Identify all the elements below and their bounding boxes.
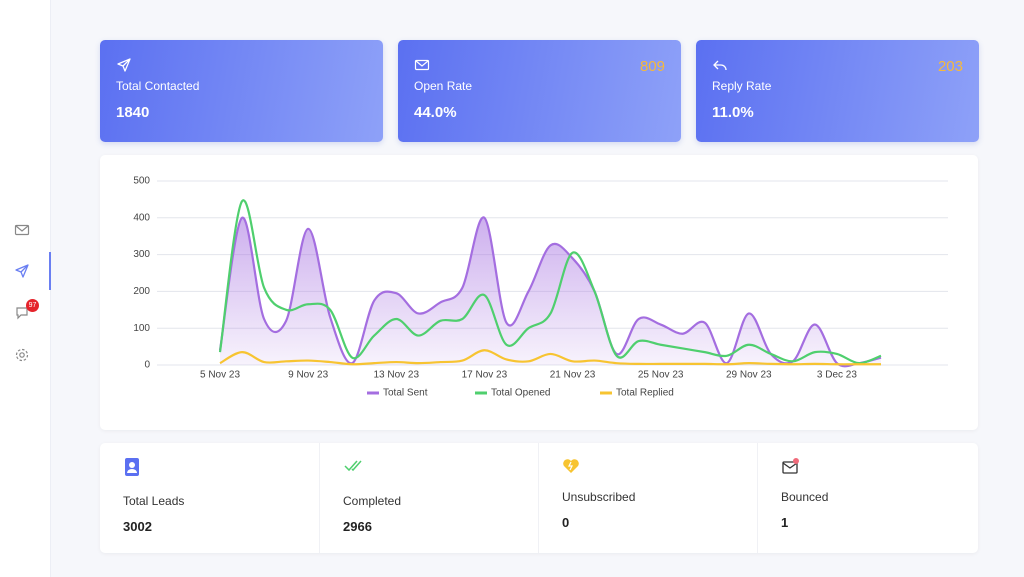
line [218, 199, 882, 365]
settings-icon[interactable] [14, 347, 30, 363]
y-tick-label: 100 [133, 323, 150, 334]
x-tick-label: 9 Nov 23 [288, 370, 328, 381]
stat-value: 0 [562, 515, 570, 530]
area [220, 217, 881, 367]
y-tick-label: 300 [133, 249, 150, 260]
line [218, 216, 882, 368]
stat-label: Bounced [781, 490, 829, 504]
card: Total Contacted 1840 [100, 40, 383, 142]
card-label: Reply Rate [712, 79, 772, 93]
y-tick-label: 0 [144, 360, 150, 371]
active-indicator [49, 252, 51, 290]
stat-value: 3002 [123, 519, 152, 534]
x-tick-label: 25 Nov 23 [638, 370, 684, 381]
legend-label: Total Sent [383, 388, 428, 399]
card-value: 11.0% [712, 104, 754, 121]
card-value: 44.0% [414, 104, 457, 121]
y-tick-label: 400 [133, 212, 150, 223]
reply-icon [713, 60, 727, 71]
stat-label: Unsubscribed [562, 490, 636, 504]
stat-label: Total Leads [123, 494, 185, 508]
mail-icon [414, 59, 430, 71]
unsubscribe-icon [563, 459, 579, 473]
stat: Completed 2966 [319, 443, 539, 553]
x-tick-label: 3 Dec 23 [817, 370, 857, 381]
y-tick-label: 200 [133, 286, 150, 297]
card-value: 1840 [116, 104, 150, 121]
legend-label: Total Opened [491, 388, 551, 399]
card-count: 203 [937, 58, 963, 75]
stat: Bounced 1 [757, 443, 977, 553]
stat: Total Leads 3002 [100, 443, 319, 553]
leads-icon [125, 458, 139, 476]
chart: 0 100 200 300 400 500 5 Nov 23 9 Nov 23 13 Nov 2… [133, 176, 948, 399]
legend-label: Total Replied [616, 388, 674, 399]
card: 203 Reply Rate 11.0% [696, 40, 979, 142]
badge: 97 [26, 299, 39, 312]
send-icon[interactable] [14, 263, 30, 279]
send-icon [117, 58, 131, 72]
stat-value: 1 [781, 515, 789, 530]
chart-panel: 0 100 200 300 400 500 5 Nov 23 9 Nov 23 13 Nov 2… [100, 155, 978, 430]
check-icon [344, 460, 362, 472]
stat: Unsubscribed 0 [538, 443, 758, 553]
stats-panel: Total Leads 3002 Completed 2966 Unsubscr… [100, 443, 978, 553]
line [219, 349, 881, 366]
mail-icon[interactable] [14, 222, 30, 238]
stat-label: Completed [343, 494, 402, 508]
x-tick-label: 5 Nov 23 [200, 370, 240, 381]
card: 809 Open Rate 44.0% [398, 40, 681, 142]
card-count: 809 [639, 58, 665, 75]
sidebar: 97 [0, 0, 51, 577]
y-tick-label: 500 [133, 176, 150, 187]
card-label: Total Contacted [116, 79, 200, 93]
x-tick-label: 17 Nov 23 [462, 370, 508, 381]
x-tick-label: 21 Nov 23 [550, 370, 596, 381]
stat-value: 2966 [343, 519, 372, 534]
card-label: Open Rate [414, 79, 473, 93]
x-tick-label: 29 Nov 23 [726, 370, 772, 381]
x-tick-label: 13 Nov 23 [373, 370, 419, 381]
bounce-icon [782, 458, 799, 474]
